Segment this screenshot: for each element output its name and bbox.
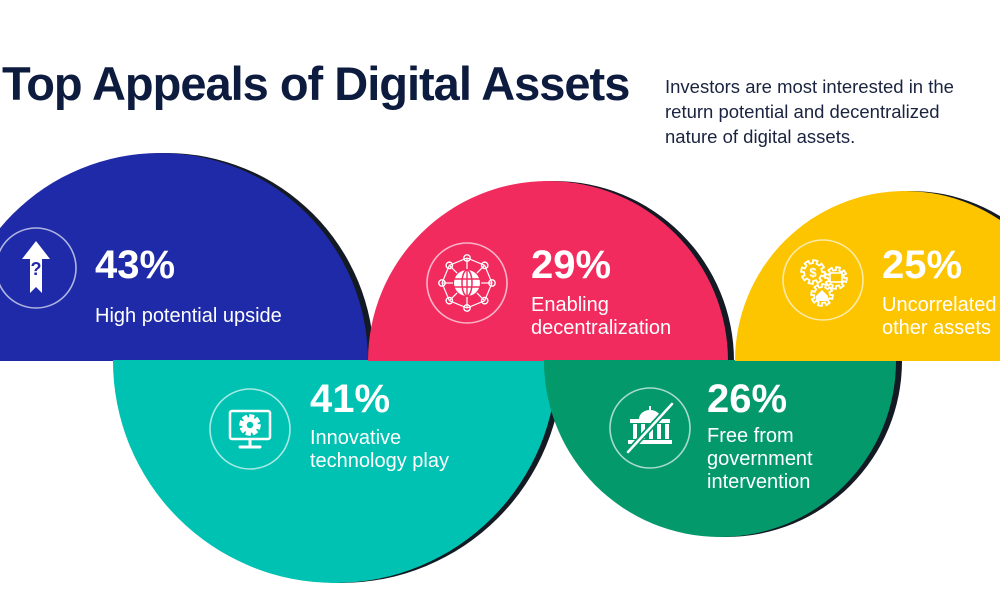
value-label: 25% [882,243,962,287]
network-globe-icon [426,242,508,324]
category-label: Uncorrelated toother assets [882,294,1000,339]
category-label: High potential upside [95,305,282,327]
bubble-1: ? 43% High potential upside [0,153,374,361]
value-label: 43% [95,243,175,287]
value-label: 29% [531,243,611,287]
category-label: Enabling decentralization [531,294,671,339]
value-label: 26% [707,377,787,421]
bubble-2: 41% Innovative technology play [113,360,563,583]
svg-text:$: $ [809,265,817,280]
crossed-capitol-icon [609,387,691,469]
page-title: Top Appeals of Digital Assets [2,57,630,110]
page-subtitle: Investors are most interested in the ret… [665,76,954,147]
money-gears-icon: $ [782,239,864,321]
category-label: Innovative technology play [310,427,449,472]
bubble-5: $25% Uncorrelated toother assets [735,191,1000,361]
bubble-mark [368,181,728,361]
bubble-3: 29% Enabling decentralization [368,181,734,361]
bubble-mark [113,360,557,583]
bubble-4: 26%Free from government intervention [544,360,902,537]
upside-arrow-icon: ? [0,227,77,309]
value-label: 41% [310,377,390,421]
gear-monitor-icon [209,388,291,470]
category-label: Free from government intervention [707,425,813,493]
bubble-mark [735,191,1000,361]
bubble-mark [544,360,896,537]
svg-text:?: ? [31,259,42,279]
bubble-mark [0,153,368,361]
